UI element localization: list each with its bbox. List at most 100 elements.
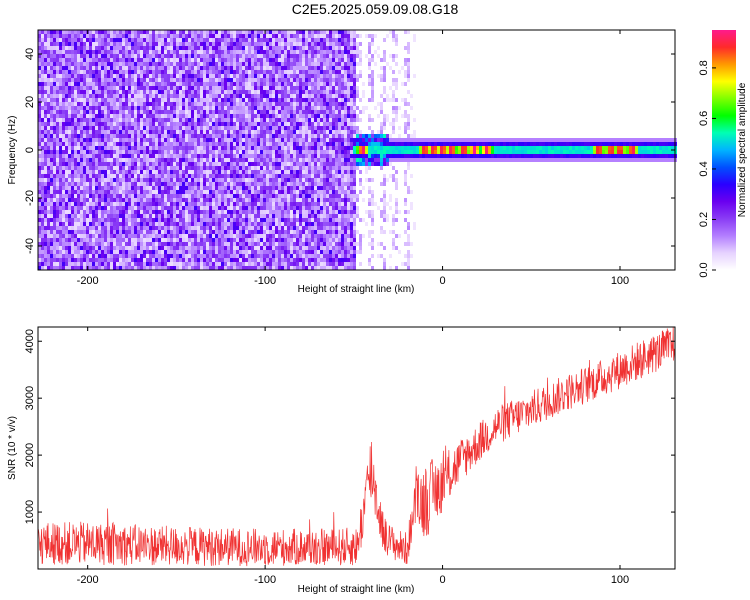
heatmap-cell bbox=[38, 98, 41, 102]
heatmap-cell bbox=[140, 178, 143, 182]
heatmap-cell bbox=[47, 106, 50, 110]
heatmap-cell bbox=[146, 162, 149, 166]
heatmap-cell bbox=[50, 62, 53, 66]
heatmap-cell bbox=[74, 78, 77, 82]
heatmap-cell bbox=[101, 110, 104, 114]
heatmap-cell bbox=[110, 122, 113, 126]
heatmap-cell bbox=[122, 214, 125, 218]
heatmap-cell bbox=[71, 250, 74, 254]
heatmap-cell bbox=[215, 114, 218, 118]
heatmap-cell bbox=[44, 114, 47, 118]
heatmap-cell bbox=[269, 138, 272, 142]
heatmap-cell bbox=[41, 162, 44, 166]
heatmap-cell bbox=[221, 70, 224, 74]
heatmap-cell bbox=[47, 186, 50, 190]
heatmap-cell bbox=[191, 130, 194, 134]
heatmap-cell bbox=[230, 150, 233, 154]
heatmap-cell bbox=[233, 74, 236, 78]
heatmap-cell bbox=[113, 142, 116, 146]
heatmap-cell bbox=[272, 210, 275, 214]
heatmap-cell bbox=[107, 150, 110, 154]
heatmap-cell bbox=[152, 42, 155, 46]
heatmap-cell bbox=[266, 138, 269, 142]
heatmap-cell bbox=[113, 78, 116, 82]
heatmap-cell bbox=[278, 162, 281, 166]
heatmap-cell bbox=[98, 134, 101, 138]
heatmap-cell bbox=[56, 150, 59, 154]
heatmap-cell bbox=[110, 70, 113, 74]
heatmap-cell bbox=[146, 66, 149, 70]
heatmap-cell bbox=[224, 222, 227, 226]
heatmap-cell bbox=[257, 78, 260, 82]
heatmap-cell bbox=[125, 58, 128, 62]
heatmap-cell bbox=[167, 182, 170, 186]
heatmap-cell bbox=[104, 230, 107, 234]
heatmap-cell bbox=[215, 146, 218, 150]
heatmap-cell bbox=[218, 98, 221, 102]
heatmap-cell bbox=[62, 30, 65, 34]
heatmap-cell bbox=[206, 238, 209, 242]
heatmap-cell bbox=[281, 218, 284, 222]
heatmap-cell bbox=[140, 254, 143, 258]
heatmap-cell bbox=[167, 170, 170, 174]
heatmap-cell bbox=[194, 230, 197, 234]
heatmap-cell bbox=[164, 242, 167, 246]
heatmap-cell bbox=[200, 258, 203, 262]
heatmap-cell bbox=[203, 154, 206, 158]
heatmap-cell bbox=[164, 234, 167, 238]
heatmap-cell bbox=[125, 42, 128, 46]
heatmap-cell bbox=[215, 126, 218, 130]
heatmap-cell bbox=[149, 122, 152, 126]
heatmap-cell bbox=[122, 98, 125, 102]
heatmap-cell bbox=[152, 94, 155, 98]
heatmap-cell bbox=[170, 134, 173, 138]
heatmap-cell bbox=[83, 202, 86, 206]
heatmap-cell bbox=[110, 150, 113, 154]
heatmap-cell bbox=[191, 214, 194, 218]
heatmap-cell bbox=[83, 90, 86, 94]
heatmap-cell bbox=[107, 58, 110, 62]
heatmap-cell bbox=[212, 54, 215, 58]
heatmap-cell bbox=[131, 158, 134, 162]
heatmap-cell bbox=[83, 70, 86, 74]
heatmap-cell bbox=[44, 30, 47, 34]
heatmap-cell bbox=[182, 246, 185, 250]
heatmap-cell bbox=[269, 50, 272, 54]
heatmap-cell bbox=[284, 230, 287, 234]
heatmap-cell bbox=[137, 42, 140, 46]
heatmap-cell bbox=[161, 98, 164, 102]
heatmap-cell bbox=[71, 166, 74, 170]
heatmap-cell bbox=[134, 122, 137, 126]
heatmap-cell bbox=[266, 186, 269, 190]
heatmap-cell bbox=[212, 118, 215, 122]
heatmap-cell bbox=[185, 194, 188, 198]
heatmap-cell bbox=[254, 54, 257, 58]
heatmap-cell bbox=[143, 138, 146, 142]
heatmap-cell bbox=[107, 178, 110, 182]
heatmap-cell bbox=[230, 238, 233, 242]
heatmap-cell bbox=[113, 226, 116, 230]
heatmap-cell bbox=[74, 70, 77, 74]
heatmap-cell bbox=[44, 154, 47, 158]
heatmap-cell bbox=[158, 146, 161, 150]
heatmap-cell bbox=[146, 82, 149, 86]
heatmap-cell bbox=[200, 190, 203, 194]
heatmap-cell bbox=[245, 98, 248, 102]
heatmap-cell bbox=[119, 58, 122, 62]
heatmap-cell bbox=[89, 142, 92, 146]
heatmap-cell bbox=[110, 194, 113, 198]
heatmap-cell bbox=[197, 230, 200, 234]
heatmap-cell bbox=[53, 70, 56, 74]
heatmap-cell bbox=[245, 198, 248, 202]
heatmap-cell bbox=[221, 238, 224, 242]
heatmap-cell bbox=[128, 114, 131, 118]
heatmap-cell bbox=[143, 30, 146, 34]
heatmap-cell bbox=[278, 146, 281, 150]
heatmap-cell bbox=[59, 118, 62, 122]
heatmap-cell bbox=[113, 110, 116, 114]
heatmap-cell bbox=[236, 106, 239, 110]
heatmap-cell bbox=[44, 178, 47, 182]
heatmap-cell bbox=[263, 258, 266, 262]
heatmap-cell bbox=[188, 34, 191, 38]
heatmap-cell bbox=[227, 74, 230, 78]
